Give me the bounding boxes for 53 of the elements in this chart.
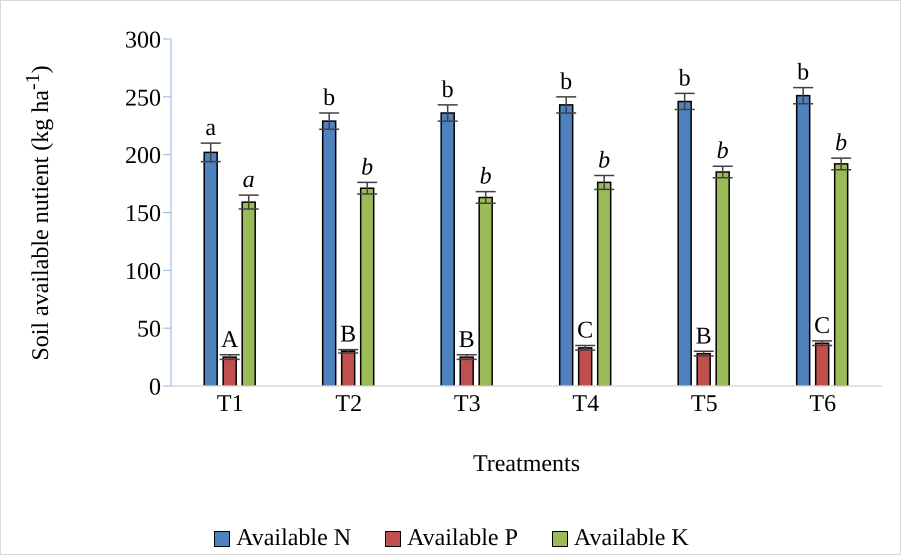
bar: [459, 356, 474, 386]
bar: [715, 171, 730, 386]
data-label: B: [340, 322, 356, 348]
data-label: b: [797, 60, 810, 86]
x-tick-label: T2: [335, 391, 362, 418]
x-tick-label: T5: [690, 391, 718, 418]
data-label: b: [442, 76, 454, 103]
data-label: B: [458, 326, 475, 353]
bar: [814, 342, 830, 386]
data-label: b: [560, 68, 572, 95]
y-tick-label: 100: [125, 258, 161, 285]
x-tick-label: T4: [572, 391, 600, 418]
x-axis-title: Treatments: [472, 451, 582, 478]
data-label: A: [221, 326, 240, 353]
bar: [834, 163, 848, 386]
bar: [696, 352, 711, 386]
data-label: b: [480, 164, 492, 190]
bar: [222, 356, 237, 386]
y-tick-label: 0: [149, 374, 161, 401]
bar: [322, 120, 336, 386]
bar: [241, 201, 256, 386]
bar: [360, 187, 374, 386]
data-label: b: [835, 130, 848, 156]
data-label: b: [678, 65, 691, 92]
data-label: a: [205, 115, 216, 142]
x-tick-label: T1: [216, 391, 244, 418]
bar: [677, 100, 692, 386]
bar: [596, 182, 612, 386]
y-tick-label: 250: [125, 85, 161, 112]
y-tick-label: 300: [125, 28, 161, 54]
data-label: b: [361, 154, 374, 180]
bar: [558, 104, 574, 386]
legend-label: Available P: [407, 525, 518, 552]
x-tick-label: T3: [454, 391, 481, 418]
bar: [203, 152, 218, 386]
data-label: C: [577, 318, 594, 344]
legend-label: Available K: [574, 525, 689, 552]
bar: [440, 112, 455, 386]
bar: [478, 196, 493, 386]
data-label: B: [696, 323, 712, 350]
y-tick-label: 200: [125, 143, 161, 170]
legend-label: Available N: [236, 525, 352, 552]
x-tick-label: T6: [809, 391, 836, 418]
data-label: C: [814, 312, 830, 339]
bar: [578, 347, 592, 386]
data-label: b: [323, 85, 336, 112]
bar: [340, 350, 356, 386]
data-label: a: [242, 167, 255, 194]
data-label: b: [598, 147, 610, 174]
y-tick-label: 150: [125, 201, 161, 228]
data-label: b: [716, 138, 729, 164]
y-tick-label: 50: [137, 316, 161, 343]
bar: [796, 94, 810, 386]
